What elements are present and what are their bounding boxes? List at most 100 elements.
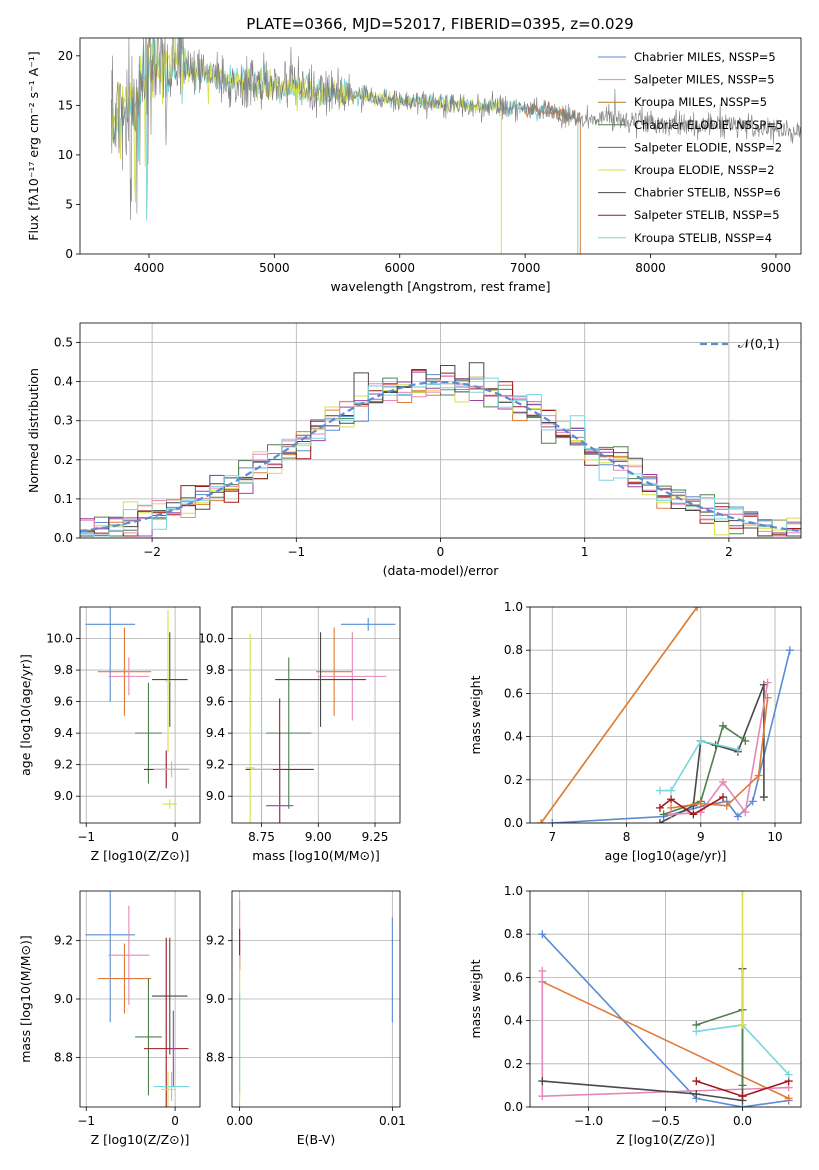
x-tick-label: 9 (697, 830, 705, 844)
x-tick-label: 9.00 (305, 830, 332, 844)
histogram-legend: 𝒩(0,1) (700, 336, 780, 351)
x-axis-label: Z [log10(Z/Z⊙)] (616, 1132, 715, 1147)
x-tick-label: 8 (623, 830, 631, 844)
y-tick-label: 5 (65, 197, 73, 211)
y-tick-label: 0.5 (54, 336, 73, 350)
x-tick-label: 8.75 (248, 830, 275, 844)
weight-series-line (541, 980, 790, 1100)
y-axis-label: Flux [fλ10⁻¹⁷ erg cm⁻² s⁻¹ A⁻¹] (26, 51, 41, 240)
histogram-series (80, 362, 801, 537)
y-tick-label: 0.8 (504, 643, 523, 657)
x-tick-label: −1.0 (574, 1114, 603, 1128)
x-tick-label: −1 (77, 830, 95, 844)
x-tick-label: 9000 (761, 261, 792, 275)
weight-point-marker (784, 1070, 793, 1079)
legend-label: Salpeter MILES, NSSP=5 (634, 73, 775, 87)
residual-histogram-panel: 𝒩(0,1) −2 −1 0 1 2 0.0 0.1 0.2 0.3 0.4 0.5 (data-mod… (26, 322, 802, 578)
weight-point-marker (692, 1027, 701, 1036)
y-tick-label: 10.0 (46, 632, 73, 646)
y-tick-label: 9.0 (206, 992, 225, 1006)
weight-point-marker (785, 646, 794, 655)
weight-point-marker (741, 736, 750, 745)
plot-area (85, 891, 190, 1107)
weight-point-marker (538, 1077, 547, 1086)
y-tick-label: 9.2 (54, 758, 73, 772)
y-tick-label: 9.8 (206, 663, 225, 677)
y-tick-label: 1.0 (504, 600, 523, 614)
mass-vs-extinction-panel: 0.00 0.01 8.8 9.0 9.2 E(B-V) (206, 890, 406, 1147)
axes-frame (231, 606, 401, 824)
spectrum-panel: Chabrier MILES, NSSP=5 Salpeter MILES, NS… (26, 37, 802, 294)
y-tick-label: 9.2 (206, 934, 225, 948)
weight-point-marker (538, 1092, 547, 1101)
spectrum-legend: Chabrier MILES, NSSP=5 Salpeter MILES, NS… (598, 50, 783, 245)
y-axis-label: mass weight (468, 675, 483, 754)
axes-frame (79, 606, 201, 824)
legend-label: Kroupa ELODIE, NSSP=2 (634, 163, 775, 177)
x-axis-label: Z [log10(Z/Z⊙)] (91, 1132, 190, 1147)
legend-label: Chabrier MILES, NSSP=5 (634, 50, 776, 64)
weight-series-line (659, 796, 724, 816)
y-axis-label: mass weight (468, 959, 483, 1038)
weight-point-marker (667, 803, 676, 812)
y-tick-label: 0 (65, 247, 73, 261)
weight-point-marker (667, 795, 676, 804)
x-tick-label: 2 (725, 545, 733, 559)
y-tick-label: 0.0 (54, 531, 73, 545)
y-tick-label: 9.2 (206, 758, 225, 772)
x-tick-label: 6000 (384, 261, 415, 275)
x-tick-label: 0.0 (733, 1114, 752, 1128)
weight-point-marker (659, 810, 668, 819)
x-tick-label: 0 (171, 830, 179, 844)
y-tick-label: 1.0 (504, 884, 523, 898)
weight-series-line (659, 739, 739, 792)
y-tick-label: 9.4 (206, 726, 225, 740)
weight-point-marker (738, 1081, 747, 1090)
x-tick-label: 7000 (510, 261, 541, 275)
y-tick-label: 9.8 (54, 663, 73, 677)
x-axis-label: Z [log10(Z/Z⊙)] (91, 848, 190, 863)
y-tick-label: 9.6 (206, 695, 225, 709)
weight-series-line (663, 724, 746, 816)
x-tick-label: 8000 (635, 261, 666, 275)
spectrum-model-line (111, 38, 801, 221)
spectrum-model-line (110, 38, 502, 203)
weight-point-marker (763, 693, 772, 702)
weight-point-marker (719, 777, 728, 786)
y-tick-label: 0.4 (504, 730, 523, 744)
y-tick-label: 0.4 (54, 375, 73, 389)
weight-point-marker (738, 1020, 747, 1029)
weight-point-marker (748, 797, 757, 806)
plot-area (85, 607, 190, 809)
weight-series-line (671, 682, 769, 816)
weight-point-marker (538, 966, 547, 975)
y-tick-label: 0.2 (504, 1057, 523, 1071)
weight-point-marker (733, 812, 742, 821)
weight-point-marker (693, 607, 702, 611)
x-tick-label: 9.25 (362, 830, 389, 844)
weight-point-marker (655, 786, 664, 795)
x-axis-label: E(B-V) (297, 1132, 336, 1147)
y-tick-label: 15 (58, 98, 73, 112)
weight-point-marker (741, 808, 750, 817)
weight-point-marker (719, 793, 728, 802)
weight-series-line (541, 933, 789, 1107)
weight-point-marker (763, 678, 772, 687)
age-vs-mass-panel: 8.75 9.00 9.25 9.0 9.2 9.4 9.6 9.8 10.0 mass [log… (198, 606, 401, 863)
plot-area (239, 899, 393, 1102)
x-axis-label: wavelength [Angstrom, rest frame] (330, 279, 550, 294)
y-axis-label: mass [log10(M/M⊙)] (18, 935, 33, 1063)
mass-vs-metallicity-panel: −1 0 8.8 9.0 9.2 Z [log10(Z/Z⊙)] mass [log10(M… (18, 890, 201, 1147)
x-axis-label: mass [log10(M/M⊙)] (252, 848, 380, 863)
y-tick-label: 0.6 (504, 686, 523, 700)
legend-label: Salpeter ELODIE, NSSP=2 (634, 140, 782, 154)
weight-point-marker (754, 771, 763, 780)
y-tick-label: 0.6 (504, 970, 523, 984)
weight-point-marker (738, 891, 747, 895)
x-tick-label: 0.01 (379, 1114, 406, 1128)
y-tick-label: 0.4 (504, 1014, 523, 1028)
y-tick-label: 0.2 (54, 453, 73, 467)
x-tick-label: 1 (581, 545, 589, 559)
plot-area (245, 618, 396, 823)
